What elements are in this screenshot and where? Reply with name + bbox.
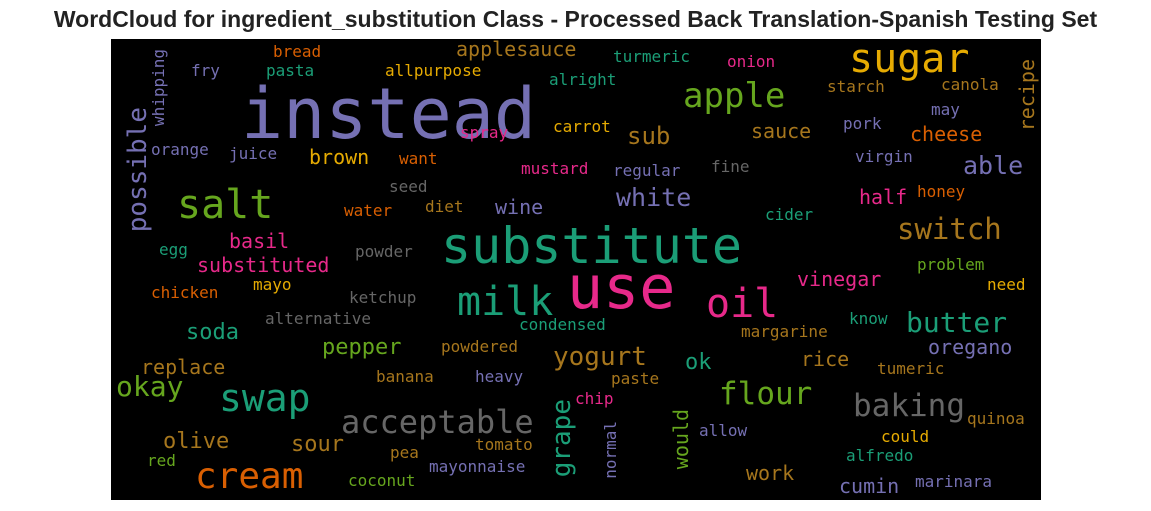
word-marinara: marinara <box>915 472 993 491</box>
word-whipping: whipping <box>149 49 168 127</box>
word-powder: powder <box>355 242 413 261</box>
word-milk: milk <box>457 279 554 325</box>
word-problem: problem <box>917 255 985 274</box>
word-margarine: margarine <box>741 322 828 341</box>
word-chip: chip <box>575 389 614 408</box>
word-carrot: carrot <box>553 117 611 136</box>
word-brown: brown <box>309 145 370 169</box>
word-onion: onion <box>727 52 776 71</box>
word-apple: apple <box>683 76 786 116</box>
word-spray: spray <box>460 123 509 142</box>
word-white: white <box>616 183 692 212</box>
word-starch: starch <box>827 77 885 96</box>
word-seed: seed <box>389 177 428 196</box>
word-baking: baking <box>853 388 965 424</box>
word-work: work <box>746 461 795 485</box>
word-grape: grape <box>547 399 577 478</box>
word-swap: swap <box>219 376 311 420</box>
word-orange: orange <box>151 140 209 159</box>
word-oil: oil <box>706 281 779 327</box>
word-cumin: cumin <box>839 474 900 498</box>
word-oregano: oregano <box>928 335 1013 359</box>
word-mustard: mustard <box>521 159 589 178</box>
word-vinegar: vinegar <box>797 267 882 291</box>
word-fry: fry <box>191 61 220 80</box>
word-mayonnaise: mayonnaise <box>429 457 526 476</box>
word-pepper: pepper <box>322 335 402 360</box>
word-olive: olive <box>163 429 230 454</box>
word-canola: canola <box>941 75 999 94</box>
word-egg: egg <box>159 240 188 259</box>
word-tumeric: tumeric <box>877 359 945 378</box>
word-quinoa: quinoa <box>967 409 1025 428</box>
word-virgin: virgin <box>855 147 913 166</box>
word-could: could <box>881 427 930 446</box>
word-yogurt: yogurt <box>553 342 647 372</box>
word-want: want <box>399 149 438 168</box>
word-substitute: substitute <box>441 217 743 275</box>
word-applesauce: applesauce <box>456 39 577 61</box>
word-paste: paste <box>611 369 660 388</box>
word-wine: wine <box>495 195 544 219</box>
word-recipe: recipe <box>1015 59 1039 132</box>
word-turmeric: turmeric <box>613 47 691 66</box>
word-alright: alright <box>549 70 617 89</box>
word-pasta: pasta <box>266 61 315 80</box>
chart-title: WordCloud for ingredient_substitution Cl… <box>53 6 1098 32</box>
word-ketchup: ketchup <box>349 288 417 307</box>
word-bread: bread <box>273 42 322 61</box>
word-tomato: tomato <box>475 435 533 454</box>
word-cider: cider <box>765 205 814 224</box>
word-replace: replace <box>141 355 226 379</box>
word-use: use <box>567 253 676 323</box>
word-heavy: heavy <box>475 367 524 386</box>
word-sour: sour <box>291 432 344 457</box>
word-rice: rice <box>801 347 850 371</box>
word-normal: normal <box>601 421 620 479</box>
word-allow: allow <box>699 421 748 440</box>
word-salt: salt <box>177 182 274 228</box>
word-alternative: alternative <box>265 309 371 328</box>
word-half: half <box>859 185 908 209</box>
word-cream: cream <box>195 456 304 497</box>
word-need: need <box>987 275 1026 294</box>
word-coconut: coconut <box>348 471 416 490</box>
word-able: able <box>963 151 1024 180</box>
word-diet: diet <box>425 197 464 216</box>
word-okay: okay <box>116 370 184 403</box>
word-regular: regular <box>613 161 681 180</box>
word-cheese: cheese <box>910 122 983 146</box>
word-powdered: powdered <box>441 337 519 356</box>
word-alfredo: alfredo <box>846 446 914 465</box>
word-instead: instead <box>241 73 537 155</box>
word-pea: pea <box>390 443 419 462</box>
word-switch: switch <box>897 212 1002 246</box>
word-sub: sub <box>627 122 671 150</box>
word-acceptable: acceptable <box>341 403 534 441</box>
word-fine: fine <box>711 157 750 176</box>
word-banana: banana <box>376 367 434 386</box>
word-pork: pork <box>843 114 882 133</box>
word-soda: soda <box>186 320 239 345</box>
word-allpurpose: allpurpose <box>385 61 482 80</box>
word-basil: basil <box>229 229 290 253</box>
word-water: water <box>344 201 393 220</box>
word-cloud: instead sugar apple salt substitute use milk oi… <box>111 39 1041 500</box>
word-possible: possible <box>123 107 153 233</box>
word-condensed: condensed <box>519 315 606 334</box>
word-red: red <box>147 451 176 470</box>
word-sugar: sugar <box>849 39 970 82</box>
word-may: may <box>931 100 960 119</box>
word-flour: flour <box>719 376 813 412</box>
word-honey: honey <box>917 182 966 201</box>
word-mayo: mayo <box>253 275 292 294</box>
word-chicken: chicken <box>151 283 219 302</box>
word-sauce: sauce <box>751 119 812 143</box>
word-ok: ok <box>685 350 712 375</box>
word-butter: butter <box>906 306 1008 339</box>
word-know: know <box>849 309 888 328</box>
word-substituted: substituted <box>197 253 330 277</box>
word-would: would <box>669 409 693 470</box>
word-juice: juice <box>229 144 278 163</box>
